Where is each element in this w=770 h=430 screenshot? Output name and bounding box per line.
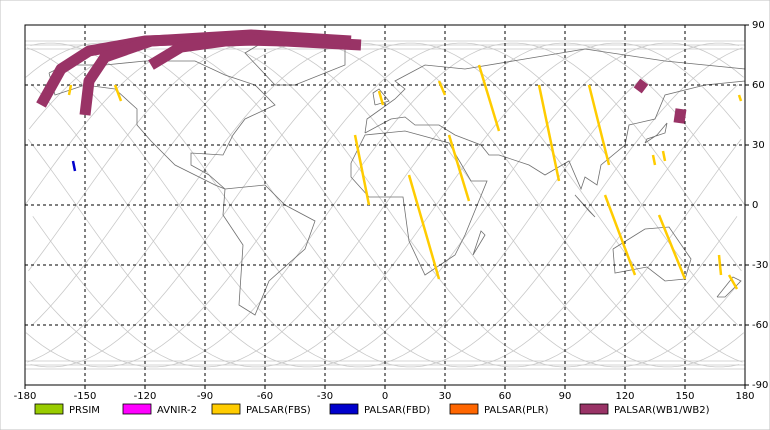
swath [657, 214, 687, 280]
swath [651, 154, 657, 166]
legend-label: PRSIM [69, 405, 100, 416]
swaths [36, 29, 743, 290]
coastline [574, 194, 596, 218]
swath [113, 84, 123, 102]
y-tick-label: 30 [752, 140, 765, 151]
swath [587, 84, 611, 166]
y-tick-label: 60 [752, 80, 765, 91]
orbit-track [27, 42, 740, 368]
x-tick-label: -30 [317, 391, 333, 402]
swath [148, 33, 286, 70]
x-tick-label: 0 [382, 391, 388, 402]
legend-swatch [34, 403, 64, 415]
legend-swatch [579, 403, 609, 415]
orbit-track [27, 42, 741, 368]
orbit-track [30, 42, 743, 368]
coastline [372, 88, 390, 106]
swath [661, 150, 667, 162]
x-tick-label: -120 [134, 391, 157, 402]
swath [633, 78, 649, 94]
legend-swatch [449, 403, 479, 415]
swath [603, 194, 637, 276]
swath [447, 134, 471, 202]
x-tick-label: 180 [735, 391, 754, 402]
swath [353, 134, 371, 206]
orbit-track [28, 42, 741, 368]
orbit-track [25, 42, 739, 368]
swath [67, 84, 73, 96]
coastline [716, 276, 742, 298]
coastline [644, 122, 668, 144]
swath [437, 80, 447, 96]
y-tick-label: 0 [752, 200, 758, 211]
x-tick-label: -150 [74, 391, 97, 402]
swath [727, 274, 739, 290]
x-tick-label: -90 [197, 391, 213, 402]
swath [477, 64, 501, 132]
y-tick-label: 90 [752, 20, 765, 31]
swath [377, 90, 385, 106]
y-tick-label: -60 [752, 320, 768, 331]
swath [717, 254, 723, 276]
orbit-track [31, 42, 744, 368]
swath [71, 160, 77, 172]
x-tick-label: -180 [14, 391, 37, 402]
coastline [48, 60, 276, 190]
legend-label: PALSAR(FBS) [246, 405, 311, 416]
x-tick-label: -60 [257, 391, 273, 402]
x-tick-label: 150 [675, 391, 694, 402]
orbit-track [30, 42, 743, 368]
orbit-track [29, 42, 742, 368]
axes: -180 -150 -120 -90 -60 -30 0 30 60 90 120 150 180-90… [14, 20, 769, 402]
legend: PRSIM AVNIR-2 PALSAR(FBS) PALSAR(FBD) PALSAR… [34, 403, 710, 416]
swath [537, 84, 561, 182]
coastline [222, 184, 316, 316]
coastline [350, 130, 488, 276]
swath [673, 108, 687, 124]
orbit-track [24, 42, 738, 368]
legend-label: PALSAR(WB1/WB2) [614, 405, 710, 416]
x-tick-label: 60 [499, 391, 512, 402]
legend-swatch [211, 403, 241, 415]
coastline [472, 230, 486, 256]
legend-label: PALSAR(FBD) [364, 405, 430, 416]
x-tick-label: 120 [615, 391, 634, 402]
y-tick-label: -30 [752, 260, 768, 271]
swath [737, 94, 743, 102]
swath [407, 174, 441, 280]
legend-swatch [122, 403, 152, 415]
y-tick-label: -90 [752, 380, 768, 391]
x-tick-label: 90 [559, 391, 572, 402]
x-tick-label: 30 [439, 391, 452, 402]
legend-label: AVNIR-2 [157, 405, 197, 416]
legend-swatch [329, 403, 359, 415]
legend-label: PALSAR(PLR) [484, 405, 549, 416]
